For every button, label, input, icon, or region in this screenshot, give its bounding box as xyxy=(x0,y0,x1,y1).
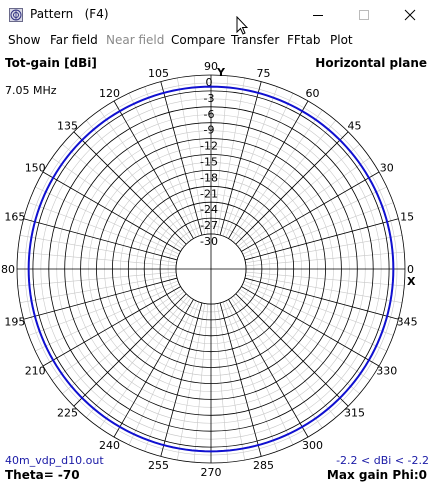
ring-label: -12 xyxy=(200,140,218,153)
angle-label: 75 xyxy=(257,67,271,80)
close-icon xyxy=(404,9,416,21)
ring-label: -24 xyxy=(200,203,218,216)
major-radial xyxy=(42,286,181,367)
major-radial xyxy=(244,277,399,320)
pattern-trace xyxy=(27,85,395,453)
frequency-label: 7.05 MHz xyxy=(5,84,57,97)
angle-label: 30 xyxy=(380,162,394,175)
menu-far-field[interactable]: Far field xyxy=(50,33,98,47)
ring-label: -3 xyxy=(204,92,215,105)
major-radial xyxy=(113,100,194,239)
major-radial xyxy=(219,81,262,236)
menu-compare[interactable]: Compare xyxy=(171,33,226,47)
angle-label: 90 xyxy=(204,60,218,73)
major-radial xyxy=(23,218,178,261)
angle-label: 165 xyxy=(4,210,25,223)
menu-plot[interactable]: Plot xyxy=(330,33,353,47)
maximize-icon xyxy=(359,10,369,20)
angle-label: 300 xyxy=(302,439,323,452)
ring-label: -15 xyxy=(200,156,218,169)
polar-plot: 0 15 30 45 60 75 90 105 120 135 150 165 180 195 210 225… xyxy=(0,60,418,479)
menu-bar: Show Far field Near field Compare Transf… xyxy=(0,30,433,52)
major-radial xyxy=(23,277,178,320)
angle-label: 120 xyxy=(99,87,120,100)
menu-near-field[interactable]: Near field xyxy=(106,33,165,47)
angle-label: 60 xyxy=(306,87,320,100)
angle-label: 195 xyxy=(4,316,25,329)
menu-fftab[interactable]: FFtab xyxy=(287,33,321,47)
ring-label: -18 xyxy=(200,171,218,184)
ring-label: 0 xyxy=(206,76,213,89)
maximize-button[interactable] xyxy=(341,0,387,30)
ring-label: -9 xyxy=(204,124,215,137)
plot-quantity-label: Tot-gain [dBi] xyxy=(5,56,97,70)
ring-label: -21 xyxy=(200,187,218,200)
angle-label: 180 xyxy=(0,263,15,276)
angle-label: 345 xyxy=(397,316,418,329)
angle-label: 105 xyxy=(148,67,169,80)
angle-label: 240 xyxy=(99,439,120,452)
angle-label: 0 xyxy=(407,263,414,276)
angle-label: 45 xyxy=(348,119,362,132)
y-axis-label: Y xyxy=(216,66,226,79)
angle-label: 270 xyxy=(201,466,222,479)
mouse-cursor-icon xyxy=(236,16,248,35)
major-radial xyxy=(235,131,349,245)
major-radial xyxy=(241,171,380,252)
minimize-icon xyxy=(313,15,323,16)
plot-plane-label: Horizontal plane xyxy=(315,56,427,70)
major-radial xyxy=(73,131,187,245)
menu-show[interactable]: Show xyxy=(8,33,41,47)
major-radial xyxy=(241,286,380,367)
angle-label: 135 xyxy=(57,119,78,132)
theta-label: Theta= -70 xyxy=(5,468,80,482)
angle-label: 315 xyxy=(344,407,365,420)
polar-grid xyxy=(16,74,406,464)
angle-labels: 0 15 30 45 60 75 90 105 120 135 150 165 180 195 210 225… xyxy=(0,60,418,479)
minimize-button[interactable] xyxy=(295,0,341,30)
close-button[interactable] xyxy=(387,0,433,30)
angle-label: 255 xyxy=(148,459,169,472)
ring-label: -27 xyxy=(200,219,218,232)
major-radial xyxy=(228,299,309,438)
ring-label: -30 xyxy=(200,235,218,248)
app-icon[interactable] xyxy=(9,8,23,22)
major-radial xyxy=(73,293,187,407)
angle-label: 15 xyxy=(400,210,414,223)
ring-labels: 0 -3 -6 -9 -12 -15 -18 -21 -24 -27 -30 xyxy=(200,76,218,248)
major-radial xyxy=(42,171,181,252)
pattern-plot-area: Tot-gain [dBi] Horizontal plane 7.05 MHz… xyxy=(0,52,433,483)
max-gain-label: Max gain Phi:0 xyxy=(326,468,427,482)
title-bar: Pattern (F4) xyxy=(0,0,433,30)
major-radial xyxy=(160,81,203,236)
x-axis-label: X xyxy=(407,275,416,288)
angle-label: 150 xyxy=(25,162,46,175)
angle-label: 330 xyxy=(376,365,397,378)
angle-label: 225 xyxy=(57,407,78,420)
gain-range-label: -2.2 < dBi < -2.2 xyxy=(336,454,429,467)
major-radial xyxy=(228,100,309,239)
major-radial xyxy=(160,302,203,457)
menu-transfer[interactable]: Transfer xyxy=(231,33,280,47)
major-radial xyxy=(219,302,262,457)
angle-label: 285 xyxy=(253,459,274,472)
major-radial xyxy=(235,293,349,407)
major-radial xyxy=(113,299,194,438)
output-filename: 40m_vdp_d10.out xyxy=(5,454,104,467)
ring-label: -6 xyxy=(204,108,215,121)
angle-label: 210 xyxy=(25,365,46,378)
major-radial xyxy=(244,218,399,261)
window-title: Pattern (F4) xyxy=(30,7,109,21)
